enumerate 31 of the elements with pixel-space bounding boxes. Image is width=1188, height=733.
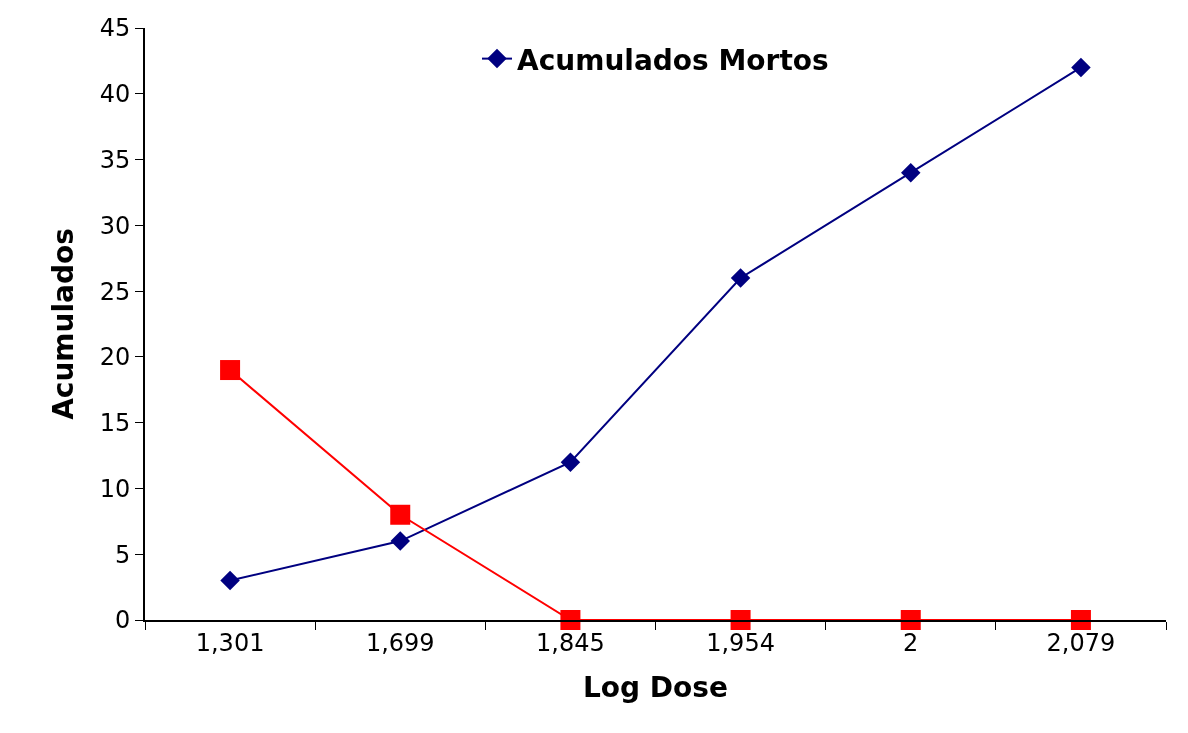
x-tick-label: 1,301: [195, 628, 265, 657]
point: [900, 610, 921, 630]
x-axis-title: Log Dose: [582, 671, 729, 705]
y-tick-label: 0: [114, 606, 131, 635]
y-tick-label: 40: [99, 80, 131, 109]
x-tick-label: 1,699: [365, 628, 435, 657]
y-tick-label: 30: [99, 211, 131, 240]
x-tick-label: 1,845: [536, 628, 605, 657]
y-tick-label: 35: [99, 145, 131, 174]
y-tick-label: 25: [99, 277, 131, 306]
point: [1071, 57, 1091, 78]
point: [560, 452, 581, 472]
point: [220, 570, 240, 591]
y-tick-label: 15: [99, 409, 131, 438]
point: [730, 268, 751, 288]
y-tick-label: 45: [99, 14, 131, 43]
point: [901, 162, 921, 183]
x-tick-label: 2: [903, 628, 919, 657]
x-tick-label: 2,079: [1046, 628, 1116, 657]
x-tick-label: 1,954: [706, 628, 775, 657]
y-tick-label: 10: [99, 474, 131, 503]
y-tick-label: 5: [114, 540, 131, 569]
y-axis-title: Acumulados: [46, 228, 80, 420]
point: [390, 504, 411, 525]
point: [730, 610, 751, 630]
legend-label: Acumulados Mortos: [517, 43, 829, 77]
point: [560, 610, 581, 630]
point: [390, 531, 410, 551]
point: [1070, 610, 1091, 630]
y-tick-label: 20: [99, 343, 131, 372]
point: [220, 360, 241, 381]
